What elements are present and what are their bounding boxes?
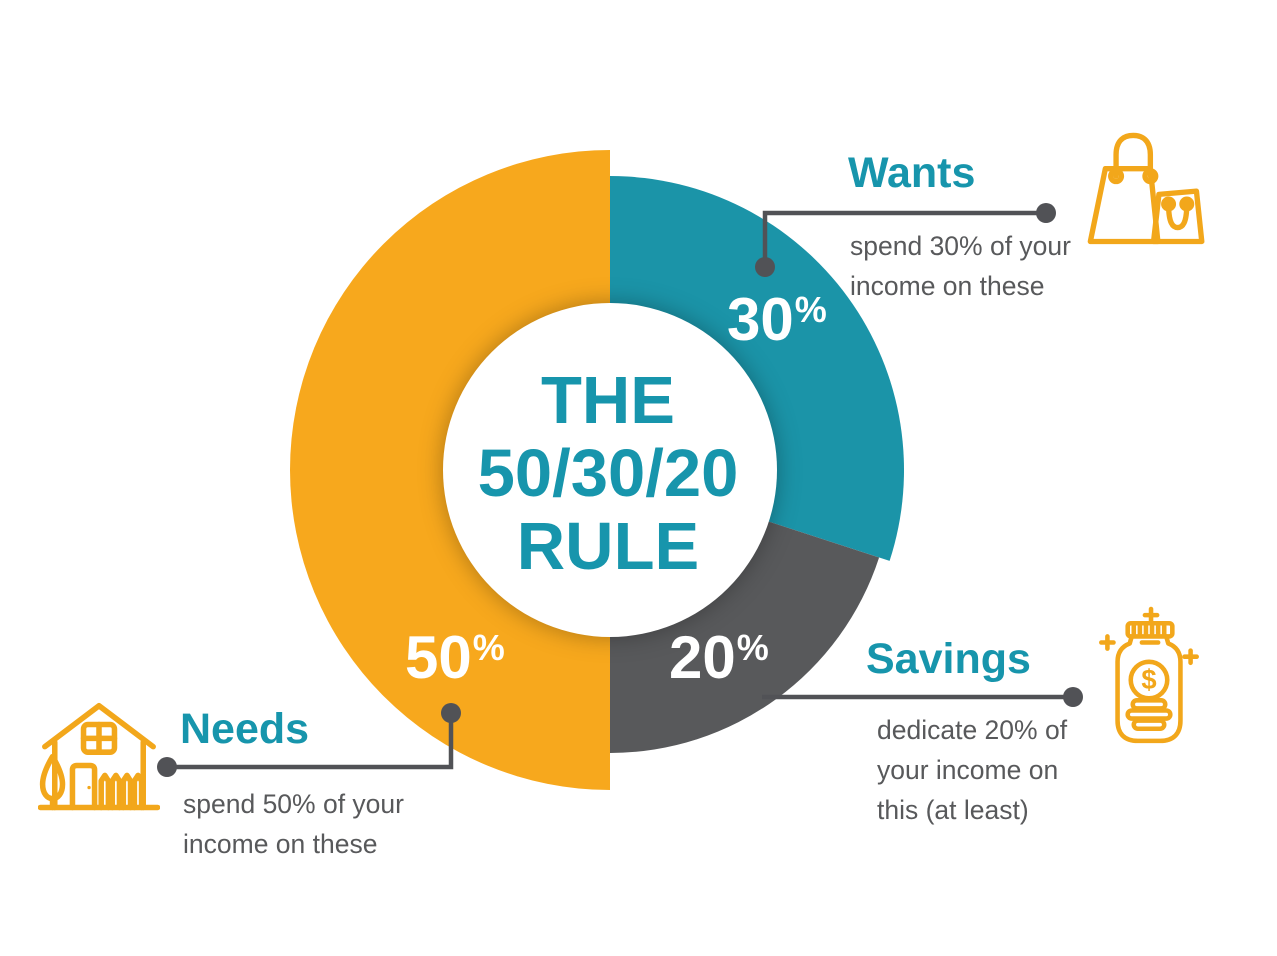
wants-desc-line1: spend 30% of your [850, 231, 1071, 261]
needs-desc-line1: spend 50% of your [183, 789, 404, 819]
segment-label-savings: 20% [669, 628, 769, 688]
segment-label-wants: 30% [727, 290, 827, 350]
callout-lines [157, 203, 1083, 777]
wants-percent-value: 30 [727, 286, 794, 353]
needs-description: spend 50% of your income on these [183, 784, 404, 864]
wants-percent-sign: % [794, 289, 827, 330]
savings-line-dot-end [1063, 687, 1083, 707]
needs-percent-sign: % [472, 627, 505, 668]
needs-heading: Needs [180, 705, 310, 753]
wants-line-dot-end [1036, 203, 1056, 223]
chart-title-line3: RULE [516, 509, 700, 584]
needs-percent-value: 50 [405, 624, 472, 691]
shopping-bags-icon [1085, 128, 1205, 250]
needs-desc-line2: income on these [183, 829, 378, 859]
wants-description: spend 30% of your income on these [850, 226, 1071, 306]
chart-title: THE 50/30/20 RULE [436, 364, 780, 583]
house-icon [38, 698, 160, 813]
savings-desc-line2: your income on [877, 755, 1059, 785]
chart-title-line1: THE [541, 363, 675, 438]
wants-line-dot-chart [755, 257, 775, 277]
wants-heading: Wants [848, 149, 976, 197]
needs-line-dot-chart [441, 703, 461, 723]
savings-desc-line3: this (at least) [877, 795, 1029, 825]
chart-title-line2: 50/30/20 [477, 436, 739, 511]
segment-label-needs: 50% [405, 628, 505, 688]
wants-callout-line [762, 210, 1046, 267]
savings-desc-line1: dedicate 20% of [877, 715, 1068, 745]
savings-heading: Savings [866, 635, 1031, 683]
dollar-sign-icon: $ [1141, 664, 1156, 695]
savings-percent-value: 20 [669, 624, 736, 691]
donut-center-circle [443, 303, 777, 637]
needs-line-dot-end [157, 757, 177, 777]
savings-description: dedicate 20% of your income on this (at … [877, 710, 1067, 830]
wants-desc-line2: income on these [850, 271, 1045, 301]
savings-percent-sign: % [736, 627, 769, 668]
needs-callout-line [167, 713, 454, 770]
money-jar-icon: $ [1098, 606, 1200, 748]
